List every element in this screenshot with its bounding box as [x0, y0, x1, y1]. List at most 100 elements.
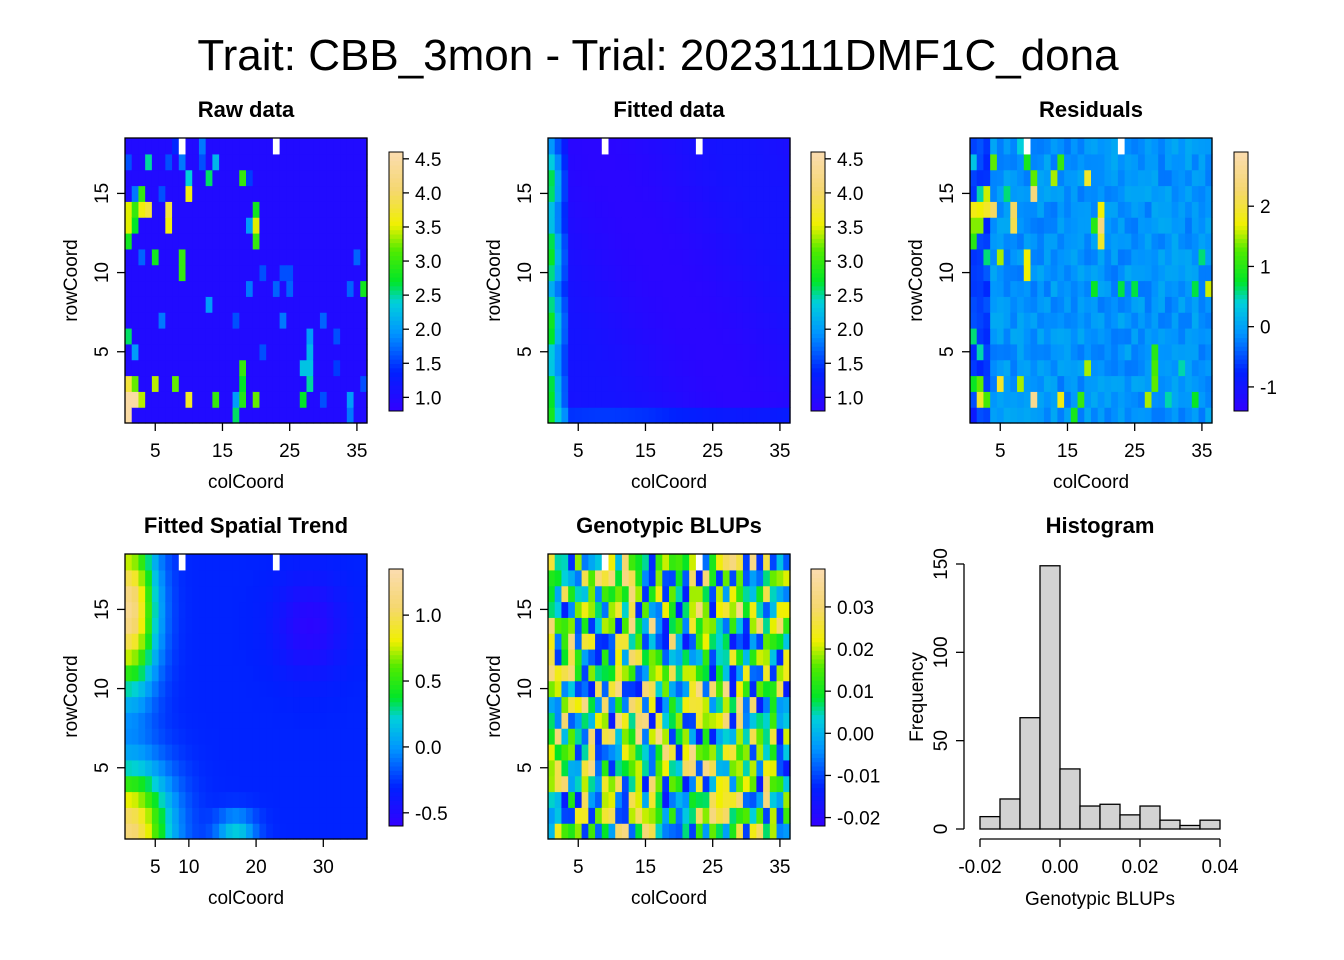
- heatmap-cell: [185, 585, 193, 603]
- heatmap-cell: [252, 759, 261, 777]
- heatmap-cell: [1010, 391, 1018, 408]
- heatmap-cell: [178, 233, 187, 250]
- heatmap-cell: [1185, 233, 1193, 250]
- heatmap-cell: [675, 680, 684, 698]
- heatmap-cell: [675, 264, 684, 282]
- colorbar-segment: [811, 199, 825, 205]
- heatmap-cell: [621, 280, 630, 297]
- colorbar-segment: [811, 577, 825, 583]
- colorbar-segment: [1234, 402, 1248, 408]
- heatmap-cell: [326, 633, 334, 650]
- heatmap-cell: [990, 296, 998, 313]
- heatmap-cell: [1191, 328, 1200, 345]
- heatmap-cell: [635, 375, 643, 392]
- heatmap-cell: [360, 569, 368, 587]
- heatmap-cell: [1077, 248, 1085, 266]
- heatmap-cell: [568, 153, 576, 171]
- heatmap-cell: [1097, 153, 1106, 171]
- heatmap-cell: [219, 217, 227, 234]
- heatmap-cell: [225, 823, 234, 840]
- colorbar-segment: [811, 620, 825, 626]
- heatmap-cell: [689, 649, 697, 666]
- x-tick-label: 35: [769, 857, 790, 878]
- heatmap-cell: [313, 744, 321, 761]
- heatmap-cell: [313, 391, 321, 408]
- heatmap-cell: [145, 296, 153, 313]
- heatmap-cell: [1023, 312, 1032, 329]
- heatmap-cell: [1064, 312, 1072, 329]
- heatmap-cell: [1043, 359, 1052, 377]
- heatmap-cell: [306, 807, 314, 824]
- colorbar-segment: [389, 255, 403, 261]
- heatmap-cell: [695, 601, 704, 618]
- heatmap-cell: [769, 312, 778, 329]
- heatmap-cell: [232, 264, 240, 282]
- heatmap-cell: [621, 712, 630, 729]
- heatmap-cell: [574, 664, 583, 682]
- heatmap-cell: [1017, 280, 1025, 297]
- heatmap-cell: [615, 759, 623, 777]
- heatmap-cell: [198, 375, 207, 392]
- heatmap-cell: [346, 664, 355, 682]
- heatmap-cell: [252, 633, 261, 650]
- heatmap-cell: [205, 823, 213, 840]
- heatmap-cell: [574, 569, 583, 587]
- heatmap-cell: [131, 585, 140, 603]
- heatmap-cell: [1198, 248, 1206, 266]
- heatmap-cell: [742, 138, 751, 155]
- heatmap-cell: [158, 138, 166, 155]
- heatmap-cell: [682, 375, 690, 392]
- heatmap-cell: [763, 728, 771, 745]
- heatmap-cell: [601, 775, 610, 793]
- heatmap-cell: [736, 744, 744, 761]
- heatmap-cell: [252, 775, 261, 793]
- heatmap-cell: [246, 680, 254, 698]
- heatmap-cell: [172, 153, 180, 171]
- heatmap-cell: [595, 775, 603, 793]
- heatmap-cell: [272, 569, 281, 587]
- heatmap-cell: [675, 617, 684, 634]
- heatmap-cell: [259, 712, 267, 729]
- heatmap-cell: [983, 407, 991, 424]
- heatmap-cell: [682, 359, 690, 377]
- heatmap-cell: [252, 217, 261, 234]
- heatmap-cell: [1077, 328, 1085, 345]
- heatmap-cell: [655, 391, 663, 408]
- heatmap-cell: [769, 633, 778, 650]
- heatmap-cell: [252, 312, 261, 329]
- heatmap-cell: [259, 617, 267, 634]
- heatmap-cell: [675, 328, 684, 345]
- heatmap-cell: [131, 296, 140, 313]
- heatmap-cell: [548, 375, 556, 392]
- heatmap-cell: [279, 664, 287, 682]
- heatmap-cell: [635, 169, 643, 187]
- heatmap-cell: [212, 391, 220, 408]
- heatmap-cell: [776, 728, 784, 745]
- heatmap-cell: [1030, 343, 1038, 361]
- heatmap-cell: [615, 328, 623, 345]
- colorbar-segment: [811, 603, 825, 609]
- y-tick-label: 10: [515, 678, 536, 699]
- colorbar-segment: [811, 706, 825, 711]
- heatmap-cell: [756, 248, 764, 266]
- heatmap-cell: [608, 296, 616, 313]
- heatmap-cell: [568, 328, 576, 345]
- colorbar-segment: [1234, 259, 1248, 265]
- heatmap-cell: [548, 359, 556, 377]
- heatmap-cell: [346, 264, 355, 282]
- heatmap-cell: [212, 375, 220, 392]
- heatmap-cell: [1043, 201, 1052, 218]
- heatmap-cell: [165, 264, 173, 282]
- heatmap-cell: [675, 169, 684, 187]
- heatmap-cell: [736, 185, 744, 202]
- heatmap-cell: [1077, 359, 1085, 377]
- heatmap-cell: [252, 153, 261, 171]
- heatmap-cell: [1185, 217, 1193, 234]
- heatmap-cell: [588, 185, 596, 202]
- heatmap-cell: [702, 343, 710, 361]
- heatmap-cell: [165, 185, 173, 202]
- heatmap-cell: [976, 375, 985, 392]
- x-tick-label: 35: [346, 441, 367, 462]
- heatmap-cell: [548, 328, 556, 345]
- colorbar-segment: [389, 577, 403, 583]
